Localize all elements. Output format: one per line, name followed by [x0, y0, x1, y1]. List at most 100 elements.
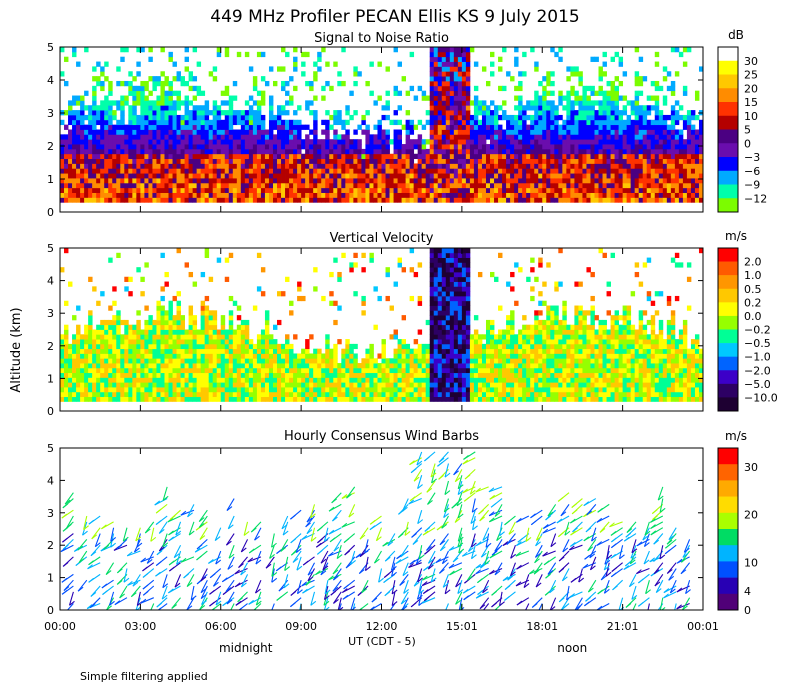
heatmap-cell	[88, 192, 93, 198]
heatmap-cell	[361, 391, 366, 398]
heatmap-cell	[96, 348, 101, 354]
heatmap-cell	[172, 295, 177, 302]
heatmap-cell	[188, 100, 194, 106]
heatmap-cell	[88, 358, 93, 364]
heatmap-cell	[522, 144, 527, 150]
heatmap-cell	[285, 382, 290, 388]
heatmap-cell	[108, 197, 113, 203]
heatmap-cell	[538, 148, 543, 155]
heatmap-cell	[333, 114, 338, 121]
heatmap-cell	[224, 348, 230, 354]
heatmap-cell	[305, 353, 310, 359]
heatmap-cell	[92, 173, 97, 179]
heatmap-cell	[281, 197, 286, 203]
heatmap-cell	[682, 182, 688, 189]
heatmap-cell	[678, 178, 684, 184]
heatmap-cell	[441, 105, 447, 111]
heatmap-cell	[445, 100, 451, 106]
heatmap-cell	[144, 129, 149, 135]
heatmap-cell	[522, 148, 527, 155]
heatmap-cell	[429, 129, 435, 135]
heatmap-cell	[345, 110, 350, 116]
heatmap-cell	[453, 178, 459, 184]
heatmap-cell	[132, 192, 137, 198]
heatmap-cell	[301, 61, 306, 67]
heatmap-cell	[148, 372, 153, 378]
heatmap-cell	[393, 182, 398, 189]
heatmap-cell	[264, 324, 270, 330]
heatmap-cell	[268, 363, 274, 369]
heatmap-cell	[220, 391, 226, 398]
heatmap-cell	[578, 119, 583, 126]
heatmap-cell	[256, 129, 262, 135]
heatmap-cell	[654, 80, 660, 87]
heatmap-cell	[108, 163, 113, 169]
heatmap-cell	[510, 173, 515, 179]
heatmap-cell	[148, 90, 153, 96]
heatmap-cell	[317, 56, 322, 62]
heatmap-cell	[240, 119, 246, 126]
heatmap-cell	[281, 129, 286, 135]
heatmap-cell	[184, 353, 189, 359]
heatmap-cell	[494, 197, 499, 203]
heatmap-cell	[317, 348, 322, 354]
heatmap-cell	[510, 178, 515, 184]
heatmap-cell	[429, 51, 435, 58]
heatmap-cell	[136, 158, 141, 164]
heatmap-cell	[128, 153, 133, 160]
heatmap-cell	[518, 124, 523, 130]
heatmap-cell	[566, 105, 571, 111]
heatmap-cell	[256, 178, 262, 184]
heatmap-cell	[92, 334, 97, 340]
heatmap-cell	[313, 363, 318, 369]
heatmap-cell	[670, 144, 676, 150]
heatmap-cell	[268, 372, 274, 378]
heatmap-cell	[626, 178, 632, 184]
heatmap-cell	[72, 348, 77, 354]
heatmap-cell	[224, 90, 230, 96]
heatmap-cell	[485, 158, 491, 164]
heatmap-cell	[606, 100, 611, 106]
heatmap-cell	[184, 348, 189, 354]
snr-panel: Signal to Noise Ratio012345dB30252015105…	[47, 28, 767, 219]
heatmap-cell	[277, 153, 282, 160]
heatmap-cell	[168, 387, 173, 393]
heatmap-cell	[108, 119, 113, 126]
heatmap-cell	[176, 124, 181, 130]
heatmap-cell	[618, 119, 624, 126]
heatmap-cell	[228, 168, 234, 174]
heatmap-cell	[104, 363, 109, 369]
heatmap-cell	[650, 173, 656, 179]
heatmap-cell	[377, 158, 382, 164]
heatmap-cell	[481, 144, 487, 150]
heatmap-cell	[152, 358, 157, 364]
heatmap-cell	[542, 153, 547, 160]
heatmap-cell	[220, 339, 226, 345]
heatmap-cell	[457, 56, 463, 62]
heatmap-cell	[622, 139, 628, 145]
heatmap-cell	[120, 367, 125, 374]
heatmap-cell	[401, 187, 407, 193]
heatmap-cell	[128, 367, 133, 374]
heatmap-cell	[457, 76, 463, 82]
heatmap-cell	[345, 387, 350, 393]
heatmap-cell	[208, 163, 214, 169]
heatmap-cell	[96, 139, 101, 145]
heatmap-cell	[96, 334, 101, 340]
heatmap-cell	[630, 163, 636, 169]
heatmap-cell	[413, 372, 419, 378]
heatmap-cell	[256, 353, 262, 359]
heatmap-cell	[160, 329, 165, 335]
heatmap-cell	[140, 382, 145, 388]
heatmap-cell	[301, 396, 306, 402]
heatmap-cell	[590, 168, 595, 174]
heatmap-cell	[461, 110, 467, 116]
heatmap-cell	[590, 153, 595, 160]
heatmap-cell	[156, 100, 161, 106]
heatmap-cell	[345, 382, 350, 388]
heatmap-cell	[108, 396, 113, 402]
heatmap-cell	[272, 367, 278, 374]
heatmap-cell	[268, 144, 274, 150]
heatmap-cell	[453, 90, 459, 96]
heatmap-cell	[84, 124, 89, 130]
